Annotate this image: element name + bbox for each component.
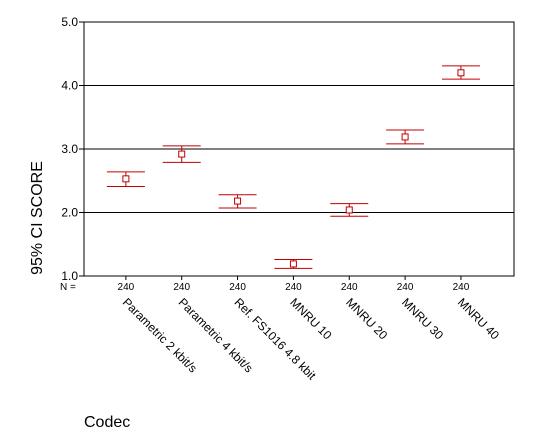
n-value-5: 240: [397, 282, 414, 293]
y-axis-title: 95% CI SCORE: [29, 161, 46, 275]
mean-marker-2: [234, 197, 242, 205]
y-tick-label-1: 2.0: [61, 206, 78, 220]
n-value-1: 240: [173, 282, 190, 293]
mean-marker-5: [401, 133, 409, 141]
category-label-6: MNRU 40: [455, 295, 502, 342]
mean-marker-3: [289, 260, 297, 268]
x-axis-title: Codec: [84, 414, 130, 431]
mean-marker-4: [345, 206, 353, 214]
mark-layer: [106, 65, 480, 269]
category-label-3: MNRU 10: [287, 295, 334, 342]
axis-layer: [79, 21, 515, 280]
mean-marker-6: [457, 69, 465, 77]
y-tick-label-3: 4.0: [61, 79, 78, 93]
n-label: N =: [60, 282, 76, 293]
category-label-4: MNRU 20: [343, 295, 390, 342]
n-value-3: 240: [285, 282, 302, 293]
category-label-5: MNRU 30: [399, 295, 446, 342]
n-value-6: 240: [453, 282, 470, 293]
n-value-2: 240: [229, 282, 246, 293]
mean-marker-1: [178, 150, 186, 158]
n-value-0: 240: [118, 282, 135, 293]
y-tick-label-0: 1.0: [61, 269, 78, 283]
mean-marker-0: [122, 175, 130, 183]
y-tick-label-2: 3.0: [61, 142, 78, 156]
n-value-4: 240: [341, 282, 358, 293]
grid-layer: [84, 85, 514, 213]
y-tick-label-4: 5.0: [61, 15, 78, 29]
